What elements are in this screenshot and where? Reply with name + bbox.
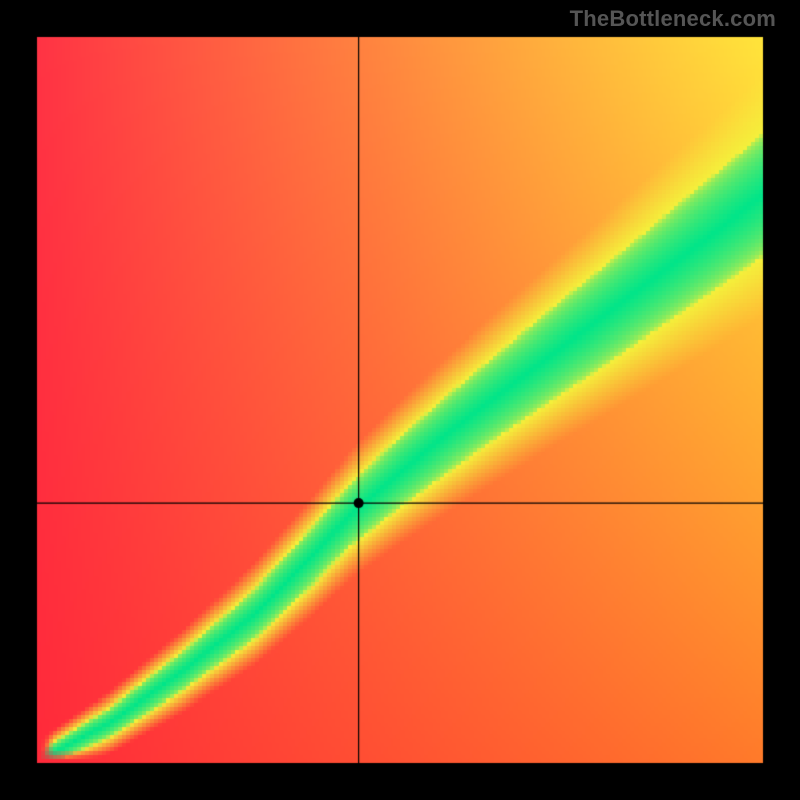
bottleneck-heatmap: [0, 0, 800, 800]
watermark-text: TheBottleneck.com: [570, 6, 776, 32]
chart-container: { "watermark": { "text": "TheBottleneck.…: [0, 0, 800, 800]
